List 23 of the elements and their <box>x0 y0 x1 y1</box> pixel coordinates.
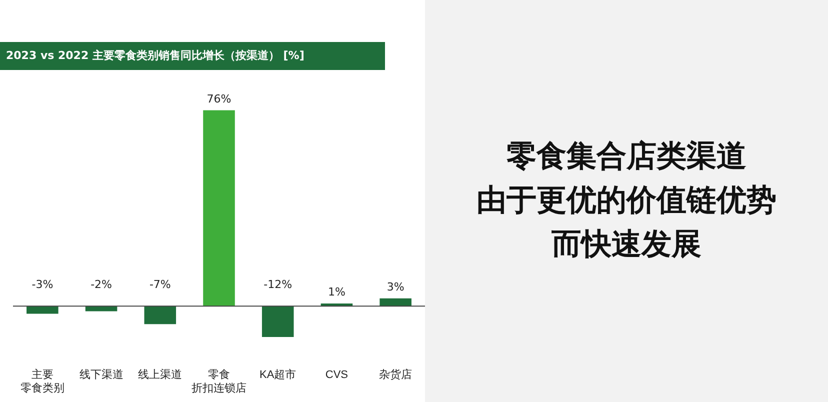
bar <box>262 306 294 337</box>
bar <box>26 306 58 314</box>
data-label: 3% <box>386 280 404 294</box>
text: 而快速发展 <box>552 226 702 264</box>
x-tick-label: CVS <box>325 369 348 382</box>
data-label: -12% <box>264 278 292 292</box>
x-tick-label: 零食折扣连锁店 <box>192 369 246 394</box>
text: 由于更优的价值链优势 <box>476 182 776 220</box>
x-tick-label: 杂货店 <box>379 368 412 382</box>
x-tick-label: 线下渠道 <box>79 368 124 382</box>
data-label: 1% <box>328 286 346 299</box>
x-tick-label: 主要零食类别 <box>20 368 64 394</box>
bar <box>144 306 176 324</box>
bar <box>203 110 235 306</box>
data-label: -7% <box>149 278 171 292</box>
x-tick-label: 线上渠道 <box>138 368 182 382</box>
x-tick-label: KA超市 <box>260 368 296 382</box>
chart-title: 2023 vs 2022 主要零食类别销售同比增长（按渠道） [%] <box>0 42 385 70</box>
text: 零食集合店类渠道 <box>506 138 746 176</box>
data-label: -3% <box>32 278 54 292</box>
bar <box>380 298 412 306</box>
data-label: 76% <box>206 92 232 106</box>
data-label: -2% <box>90 278 112 292</box>
